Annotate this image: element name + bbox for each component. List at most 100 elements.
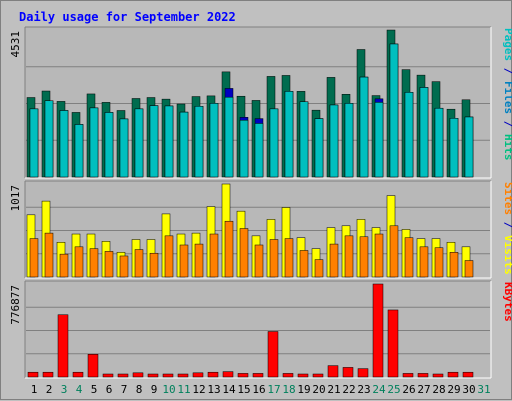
bar-sites-day-2 bbox=[44, 232, 54, 278]
bar-sites-day-11 bbox=[179, 244, 189, 278]
bar-sites-day-12 bbox=[194, 243, 204, 278]
bar-kbytes-day-22 bbox=[342, 367, 354, 378]
legend-entry: Hits bbox=[502, 134, 512, 161]
x-tick-label: 20 bbox=[312, 383, 325, 396]
bar-sites-day-29 bbox=[449, 252, 459, 278]
bar-sites-day-23 bbox=[359, 236, 369, 278]
bar-pages-day-25 bbox=[389, 43, 399, 178]
bar-kbytes-day-27 bbox=[417, 373, 429, 378]
x-tick-label: 10 bbox=[162, 383, 175, 396]
x-tick-label: 18 bbox=[282, 383, 295, 396]
bar-pages-day-26 bbox=[404, 92, 414, 178]
bar-kbytes-day-16 bbox=[252, 373, 264, 378]
x-tick-label: 2 bbox=[46, 383, 53, 396]
x-axis-labels: 1 2 3 4 5 6 7 8 9 10 11 12 13 14 15 16 17 18 19 20 21 22 23 24 2… bbox=[31, 383, 491, 396]
bar-pages-day-21 bbox=[329, 104, 339, 178]
bar-pages-day-17 bbox=[269, 108, 279, 178]
x-tick-label: 16 bbox=[252, 383, 265, 396]
x-tick-label: 12 bbox=[192, 383, 205, 396]
bar-sites-day-25 bbox=[389, 225, 399, 278]
y-max-label: 4531 bbox=[9, 31, 22, 58]
bar-pages-day-13 bbox=[209, 103, 219, 178]
bar-kbytes-day-25 bbox=[387, 309, 399, 378]
x-tick-label: 8 bbox=[136, 383, 143, 396]
bar-sites-day-17 bbox=[269, 239, 279, 278]
bar-kbytes-day-15 bbox=[237, 373, 249, 378]
bar-sites-day-21 bbox=[329, 243, 339, 278]
bar-sites-day-28 bbox=[434, 247, 444, 278]
bar-sites-day-16 bbox=[254, 244, 264, 278]
bar-kbytes-day-2 bbox=[42, 371, 54, 378]
bar-sites-day-7 bbox=[119, 255, 129, 278]
legend-label: Sites / Visits bbox=[502, 182, 512, 275]
x-tick-label: 6 bbox=[106, 383, 113, 396]
x-tick-label: 29 bbox=[447, 383, 460, 396]
bar-kbytes-day-12 bbox=[192, 372, 204, 378]
bar-sites-day-18 bbox=[284, 238, 294, 278]
bar-sites-day-1 bbox=[29, 238, 39, 278]
bar-kbytes-day-6 bbox=[102, 373, 114, 378]
bar-kbytes-day-20 bbox=[312, 373, 324, 378]
bar-sites-day-14 bbox=[224, 220, 234, 278]
x-tick-label: 1 bbox=[31, 383, 38, 396]
bar-sites-day-9 bbox=[149, 252, 159, 278]
panel-3: 776877 KBytes bbox=[9, 280, 512, 379]
x-tick-label: 22 bbox=[342, 383, 355, 396]
bar-pages-day-11 bbox=[179, 111, 189, 178]
bar-sites-day-19 bbox=[299, 250, 309, 278]
bar-kbytes-day-24 bbox=[372, 283, 384, 378]
x-tick-label: 19 bbox=[297, 383, 310, 396]
bar-kbytes-day-29 bbox=[447, 371, 459, 378]
bar-sites-day-22 bbox=[344, 235, 354, 278]
bar-pages-day-6 bbox=[104, 112, 114, 178]
bar-kbytes-day-23 bbox=[357, 368, 369, 378]
legend-entry: Visits bbox=[502, 235, 512, 275]
bar-pages-day-22 bbox=[344, 103, 354, 178]
bar-kbytes-day-8 bbox=[132, 372, 144, 378]
legend-entry: KBytes bbox=[502, 282, 512, 322]
x-tick-label: 24 bbox=[372, 383, 386, 396]
x-tick-label: 26 bbox=[402, 383, 415, 396]
x-tick-label: 27 bbox=[417, 383, 430, 396]
bar-pages-day-5 bbox=[89, 107, 99, 178]
bar-pages-day-7 bbox=[119, 118, 129, 178]
x-tick-label: 30 bbox=[462, 383, 475, 396]
legend-entry: Pages bbox=[502, 28, 512, 61]
bar-pages-day-30 bbox=[464, 116, 474, 178]
bar-sites-day-24 bbox=[374, 233, 384, 278]
bar-pages-day-15 bbox=[239, 119, 249, 178]
bar-sites-day-6 bbox=[104, 251, 114, 278]
x-tick-label: 4 bbox=[76, 383, 83, 396]
bar-kbytes-day-30 bbox=[462, 371, 474, 378]
bar-sites-day-30 bbox=[464, 260, 474, 278]
bar-pages-day-28 bbox=[434, 107, 444, 178]
bar-sites-day-5 bbox=[89, 248, 99, 278]
x-tick-label: 11 bbox=[177, 383, 190, 396]
bar-pages-day-18 bbox=[284, 91, 294, 178]
bar-kbytes-day-28 bbox=[432, 373, 444, 378]
panel-2: 1017 Sites / Visits bbox=[9, 180, 512, 279]
bar-kbytes-day-4 bbox=[72, 371, 84, 378]
bar-kbytes-day-5 bbox=[87, 354, 99, 378]
x-tick-label: 9 bbox=[151, 383, 158, 396]
bar-kbytes-day-19 bbox=[297, 373, 309, 378]
bar-pages-day-23 bbox=[359, 76, 369, 178]
x-tick-label: 17 bbox=[267, 383, 280, 396]
bar-sites-day-20 bbox=[314, 259, 324, 278]
x-tick-label: 31 bbox=[477, 383, 490, 396]
panel-1: 4531 Pages / Files / Hits bbox=[9, 26, 512, 179]
bar-sites-day-4 bbox=[74, 246, 84, 278]
bar-kbytes-day-10 bbox=[162, 373, 174, 378]
bar-kbytes-day-14 bbox=[222, 371, 234, 378]
bar-pages-day-27 bbox=[419, 87, 429, 178]
x-tick-label: 28 bbox=[432, 383, 445, 396]
x-tick-label: 25 bbox=[387, 383, 400, 396]
x-tick-label: 14 bbox=[222, 383, 236, 396]
bar-pages-day-1 bbox=[29, 108, 39, 178]
panel-background bbox=[25, 281, 491, 378]
bar-kbytes-day-26 bbox=[402, 373, 414, 378]
bar-sites-day-3 bbox=[59, 253, 69, 278]
bar-pages-day-9 bbox=[149, 105, 159, 178]
x-tick-label: 7 bbox=[121, 383, 128, 396]
